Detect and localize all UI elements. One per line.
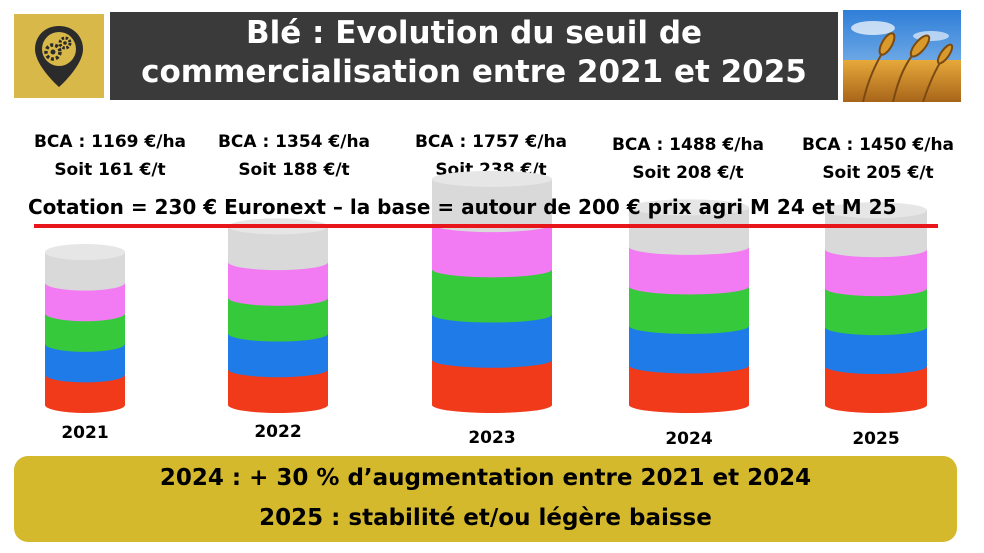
bca-value: BCA : 1488 €/ha [611,135,765,155]
bar-segment-curve [228,289,328,306]
map-pin-gears-icon [35,26,83,87]
threshold-line [34,224,938,228]
bca-value: BCA : 1169 €/ha [33,132,187,152]
footer-line-1: 2024 : + 30 % d’augmentation entre 2021 … [159,465,812,491]
cost-per-tonne: Soit 208 €/t [632,163,744,183]
year-label: 2022 [254,422,301,442]
year-label: 2025 [852,429,899,449]
bca-2025: BCA : 1450 €/ha Soit 205 €/t [790,131,966,187]
footer-banner [14,456,957,542]
wheat-field-photo [843,10,961,102]
bar-segment-curve [825,280,927,297]
bar-segment-curve [45,366,125,383]
bar-segment-curve [432,397,552,413]
bar-segment-curve [825,241,927,258]
bar-segment-curve [432,306,552,323]
bar-segment-curve [228,254,328,271]
bca-2022: BCA : 1354 €/ha Soit 188 €/t [206,128,382,184]
title-line-2: commercialisation entre 2021 et 2025 [141,54,807,90]
bar-segment-curve [629,357,749,374]
title-banner [110,12,838,100]
cylinder-top [45,244,125,261]
footer-line-2: 2025 : stabilité et/ou légère baisse [259,505,712,531]
bar-segment-curve [825,358,927,375]
bar-segment-curve [45,305,125,322]
cylinder-bar-2025 [825,202,927,413]
title-line-1: Blé : Evolution du seuil de [245,15,703,51]
cylinder-bar-2021 [45,244,125,413]
bca-value: BCA : 1450 €/ha [801,135,955,155]
cylinder-top [825,202,927,219]
bca-value: BCA : 1757 €/ha [414,132,568,152]
bca-value: BCA : 1354 €/ha [217,132,371,152]
bar-segment-curve [432,261,552,278]
bar-segment-curve [629,278,749,295]
bar-segment-curve [228,397,328,413]
bar-segment-curve [228,361,328,378]
cost-per-tonne: Soit 205 €/t [822,163,934,183]
cost-per-tonne: Soit 188 €/t [238,160,350,180]
bar-segment-curve [228,325,328,342]
bar-segment-curve [825,319,927,336]
year-label: 2023 [468,428,515,448]
logo-box [14,14,104,98]
page-title: Blé : Evolution du seuil de commercialis… [110,14,838,92]
year-label: 2024 [665,429,712,449]
bca-2021: BCA : 1169 €/ha Soit 161 €/t [22,128,198,184]
bar-segment-curve [45,274,125,291]
bar-segment-curve [629,317,749,334]
bar-segment-curve [629,397,749,413]
year-label: 2021 [61,423,108,443]
bar-segment-curve [432,351,552,368]
cylinder-bar-2022 [228,218,328,413]
bar-segment-curve [45,335,125,352]
cylinder-bar-2024 [629,199,749,413]
bar-segment-curve [45,397,125,413]
cylinder-top [432,170,552,187]
bca-2024: BCA : 1488 €/ha Soit 208 €/t [600,131,776,187]
cotation-text: Cotation = 230 € Euronext – la base = au… [28,195,897,219]
cost-per-tonne: Soit 161 €/t [54,160,166,180]
cylinder-top [629,199,749,216]
bar-segment-curve [825,397,927,413]
bar-segment-curve [629,238,749,255]
